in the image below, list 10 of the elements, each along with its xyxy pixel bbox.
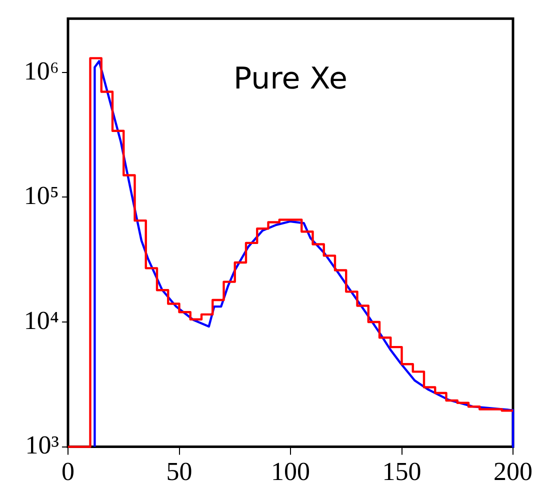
text: Pure Xe <box>234 61 348 96</box>
y-tick-label: 10³ <box>25 430 60 460</box>
x-tick-label: 0 <box>62 457 74 486</box>
x-tick-label: 200 <box>494 457 532 486</box>
x-tick-label: 100 <box>271 457 310 486</box>
y-tick-label: 10⁵ <box>24 181 59 210</box>
x-tick-label: 50 <box>166 457 192 486</box>
x-tick-label: 150 <box>382 457 422 486</box>
y-tick-label: 10⁴ <box>24 306 59 335</box>
y-tick-label: 10⁶ <box>24 56 59 86</box>
